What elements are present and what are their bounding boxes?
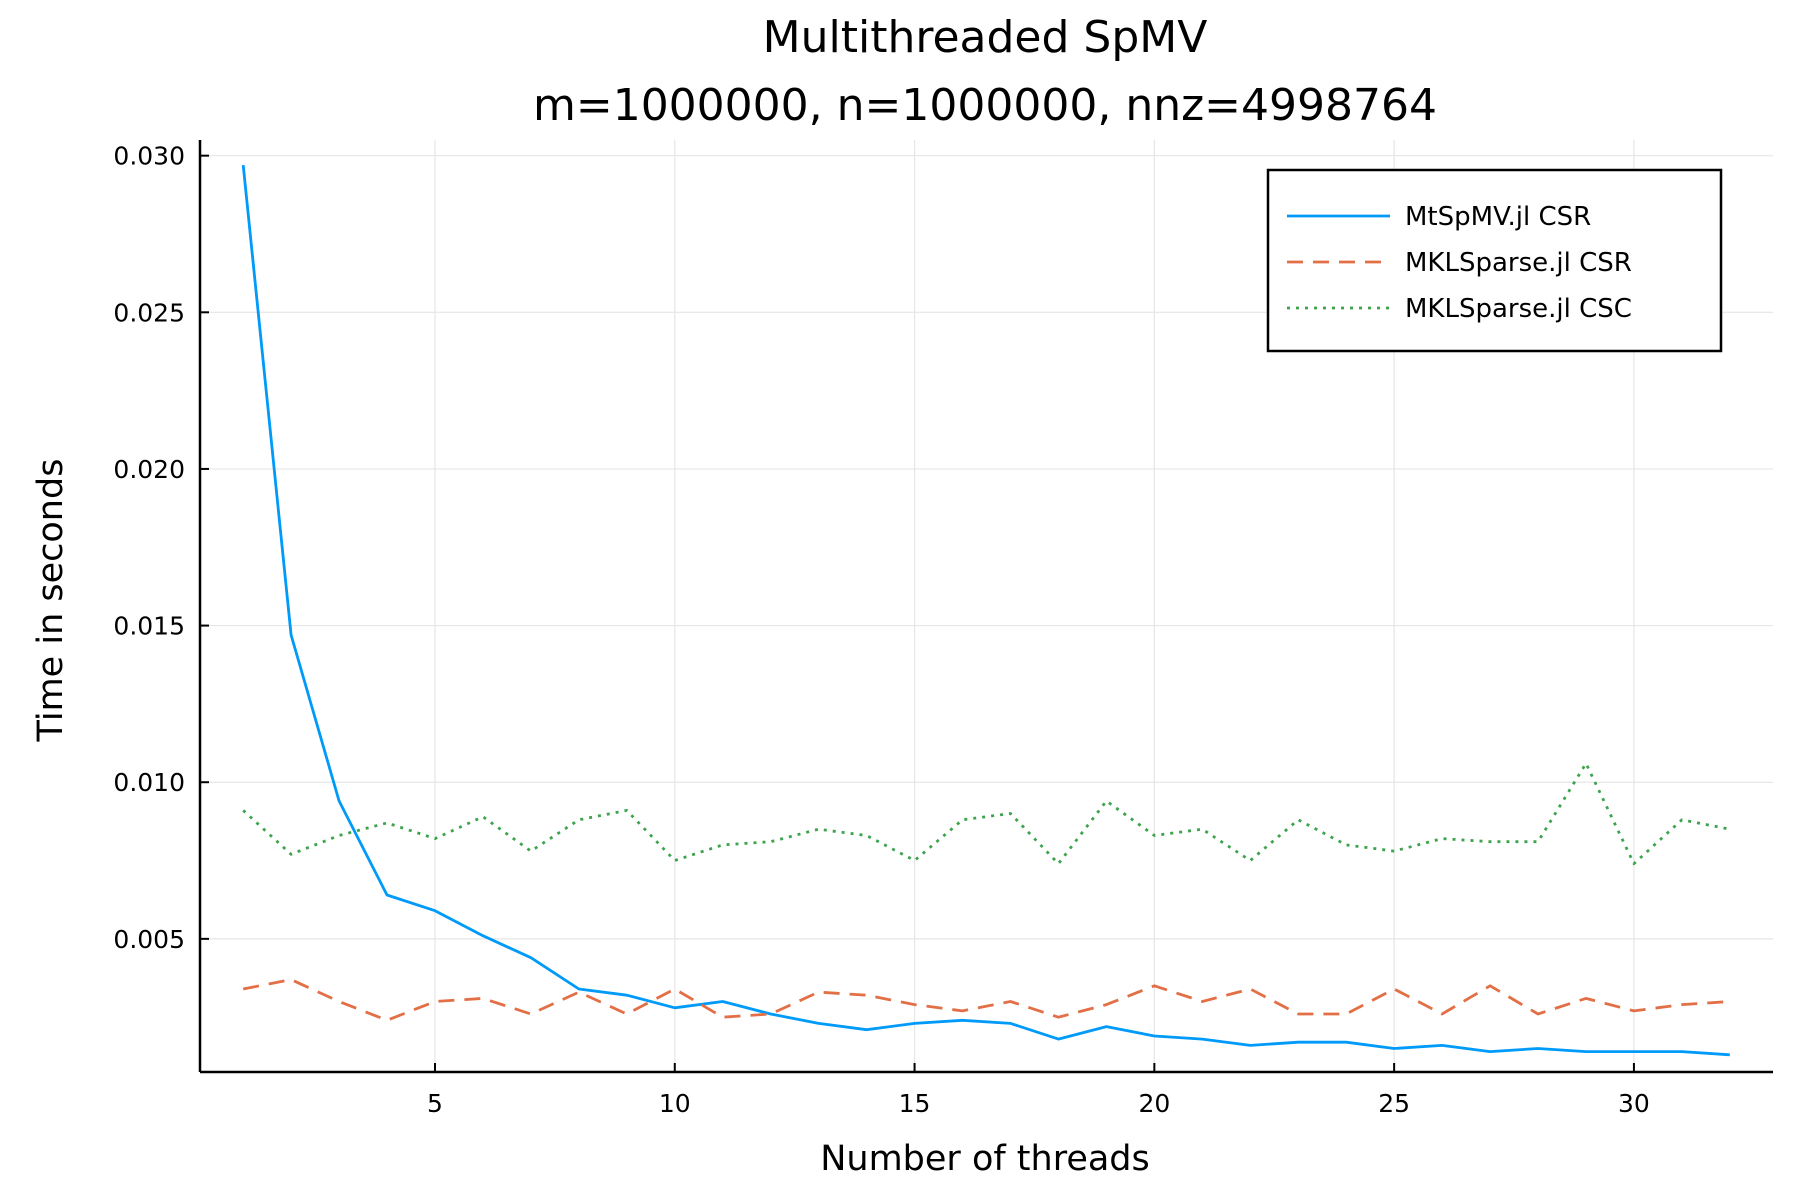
x-ticks: 5 10 15 20 25 30 [427, 1063, 1650, 1118]
legend-label: MKLSparse.jl CSR [1405, 248, 1632, 278]
legend-item: MKLSparse.jl CSR [1287, 248, 1632, 278]
y-tick-label: 0.025 [113, 298, 185, 327]
legend-label: MtSpMV.jl CSR [1405, 202, 1591, 232]
y-axis-label: Time in seconds [31, 459, 71, 743]
y-tick-label: 0.010 [113, 768, 185, 797]
x-tick-label: 15 [899, 1089, 931, 1118]
x-axis-label: Number of threads [820, 1139, 1150, 1179]
series-line-1 [241, 164, 1730, 1057]
legend-label: MKLSparse.jl CSC [1405, 294, 1632, 324]
x-tick-label: 30 [1618, 1089, 1650, 1118]
x-tick-label: 25 [1378, 1089, 1410, 1118]
y-tick-label: 0.020 [113, 455, 185, 484]
y-ticks: 0.005 0.010 0.015 0.020 0.025 0.030 [113, 142, 209, 954]
y-tick-label: 0.030 [113, 142, 185, 171]
y-tick-label: 0.015 [113, 612, 185, 641]
legend-box [1266, 168, 1723, 353]
x-tick-label: 10 [659, 1089, 691, 1118]
x-tick-label: 20 [1138, 1089, 1170, 1118]
axes [198, 140, 1773, 1074]
chart-title: Multithreaded SpMV [763, 12, 1208, 63]
legend-item: MKLSparse.jl CSC [1287, 294, 1632, 324]
series-line-3 [242, 762, 1731, 866]
x-tick-label: 5 [427, 1089, 443, 1118]
chart-subtitle: m=1000000, n=1000000, nnz=4998764 [533, 80, 1437, 131]
y-tick-label: 0.005 [113, 925, 185, 954]
legend: MtSpMV.jl CSR MKLSparse.jl CSR MKLSparse.j… [1266, 168, 1723, 353]
series-layer [241, 164, 1731, 1057]
series-line-2 [242, 978, 1730, 1022]
legend-item: MtSpMV.jl CSR [1287, 202, 1591, 232]
